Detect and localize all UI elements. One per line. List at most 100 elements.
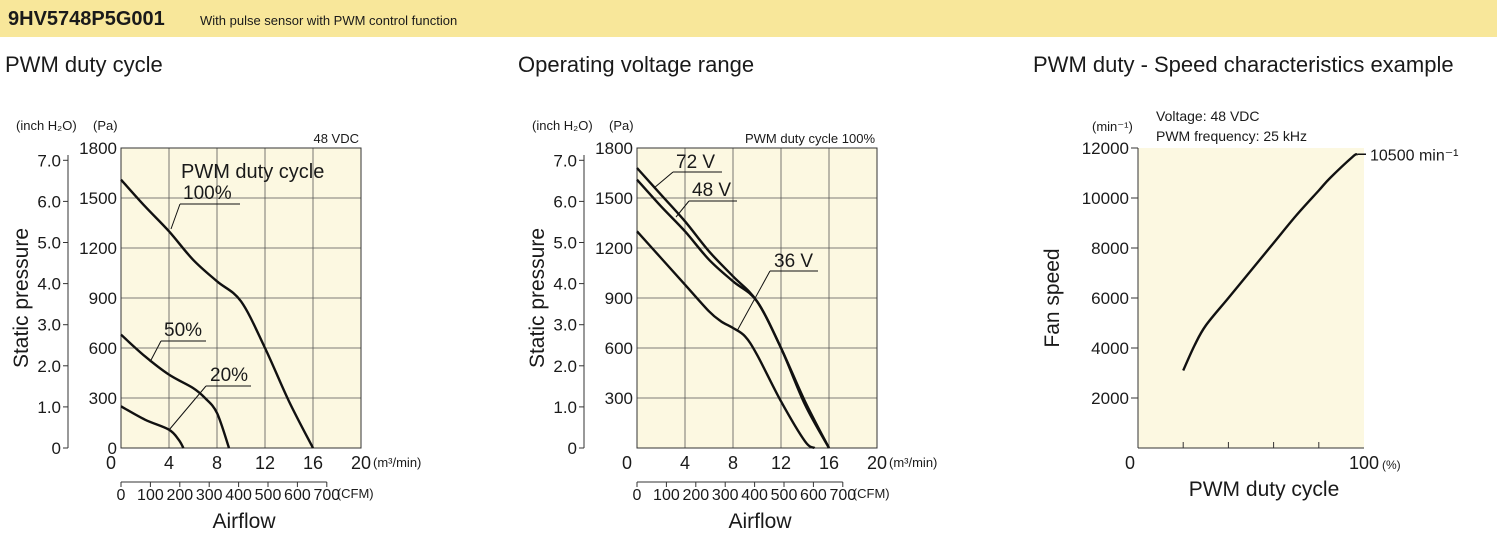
c1-xtick-cfm: 400 [225, 487, 252, 504]
c1-ytick-inch: 4.0 [37, 275, 61, 294]
pwm-duty-cycle-chart: 0 300 600 900 1200 1500 1800 0 1.0 2.0 3.0 4.0 5.0 6.… [10, 118, 421, 533]
c2-xlabel: Airflow [728, 510, 792, 533]
c2-series-48v-line [636, 178, 831, 449]
c2-xtick-cfm: 500 [771, 487, 798, 504]
c3-end-label: 10500 min⁻¹ [1370, 147, 1459, 164]
c3-ytick: 12000 [1082, 139, 1129, 158]
c2-ylabel: Static pressure [526, 228, 549, 368]
c1-leader-line [170, 203, 181, 230]
c1-xtick-cfm: 200 [166, 487, 193, 504]
c2-leader-line [675, 200, 690, 218]
c3-condition-frequency: PWM frequency: 25 kHz [1156, 128, 1307, 144]
c2-ytick-pa: 1200 [595, 239, 633, 258]
c1-series-label: 20% [210, 365, 248, 386]
chart2-title: Operating voltage range [518, 52, 755, 77]
c2-xtick-m3: 4 [680, 453, 690, 473]
c1-x2-unit: (CFM) [337, 486, 374, 501]
c1-ytick-pa: 1500 [79, 189, 117, 208]
model-number: 9HV5748P5G001 [8, 8, 165, 30]
c1-xtick-cfm: 100 [137, 487, 164, 504]
c3-xtick: 100 [1349, 453, 1379, 473]
c1-ytick-inch: 3.0 [37, 316, 61, 335]
c2-series-36v-line [636, 230, 816, 450]
c1-series-label: 50% [164, 320, 202, 341]
c1-series-100-line [120, 178, 315, 449]
c2-x-unit: (m³/min) [889, 455, 937, 470]
c3-y-unit: (min⁻¹) [1092, 119, 1133, 134]
c1-xtick-m3: 8 [212, 453, 222, 473]
c2-xtick-cfm: 200 [682, 487, 709, 504]
c2-xtick-cfm: 100 [653, 487, 680, 504]
c2-ytick-pa: 300 [605, 389, 633, 408]
c1-ytick-inch: 6.0 [37, 192, 61, 211]
c1-ylabel: Static pressure [10, 228, 33, 368]
c1-y-unit: (Pa) [93, 118, 118, 133]
c1-xtick-m3: 16 [303, 453, 323, 473]
c1-xtick-cfm: 300 [196, 487, 223, 504]
c2-ytick-inch: 5.0 [553, 234, 577, 253]
c3-ytick: 10000 [1082, 189, 1129, 208]
c1-x-unit: (m³/min) [373, 455, 421, 470]
c2-ytick-inch: 4.0 [553, 275, 577, 294]
c3-ytick: 6000 [1091, 289, 1129, 308]
c3-xlabel: PWM duty cycle [1189, 478, 1340, 501]
c1-xtick-cfm: 500 [255, 487, 282, 504]
c3-xtick: 0 [1125, 453, 1135, 473]
c1-ytick-pa: 600 [89, 339, 117, 358]
c2-ytick-pa: 1500 [595, 189, 633, 208]
c2-ytick-pa: 1800 [595, 139, 633, 158]
c1-ytick-pa: 1200 [79, 239, 117, 258]
c2-ytick-inch: 2.0 [553, 357, 577, 376]
chart3-title: PWM duty - Speed characteristics example [1033, 52, 1454, 77]
c2-plot-frame [636, 147, 878, 449]
header-bar: 9HV5748P5G001 With pulse sensor with PWM… [0, 0, 1497, 37]
c1-xlabel: Airflow [212, 510, 276, 533]
c2-series-label: 36 V [774, 251, 813, 272]
c2-leader-line [653, 171, 674, 189]
c2-series-label: 72 V [676, 152, 715, 173]
c1-ytick-pa: 1800 [79, 139, 117, 158]
c3-x-unit: (%) [1382, 458, 1401, 472]
c2-series-label: 48 V [692, 180, 731, 201]
c1-series-label: 100% [183, 183, 232, 204]
c1-xtick-cfm: 600 [284, 487, 311, 504]
c2-xtick-m3: 12 [771, 453, 791, 473]
c2-ytick-inch: 7.0 [553, 151, 577, 170]
c2-leader-line [736, 270, 771, 332]
c3-ytick: 4000 [1091, 339, 1129, 358]
c2-xtick-m3: 20 [867, 453, 887, 473]
c1-legend-heading: PWM duty cycle [181, 161, 324, 183]
c3-plot-area [1138, 148, 1364, 448]
c2-xtick-cfm: 0 [633, 487, 642, 504]
c1-ytick-pa: 300 [89, 389, 117, 408]
c2-y2-unit: (inch H₂O) [532, 118, 593, 133]
c1-leader-line [149, 340, 162, 363]
c2-ytick-inch: 1.0 [553, 398, 577, 417]
c3-speed-line [1182, 152, 1358, 371]
c1-ytick-pa: 0 [108, 439, 117, 458]
c2-ytick-inch: 3.0 [553, 316, 577, 335]
c1-xtick-m3: 0 [106, 453, 116, 473]
c1-ytick-inch: 5.0 [37, 234, 61, 253]
c1-series-50-line [120, 333, 231, 449]
c1-ytick-pa: 900 [89, 289, 117, 308]
model-description: With pulse sensor with PWM control funct… [200, 13, 458, 28]
chart1-title: PWM duty cycle [5, 52, 163, 77]
c2-xtick-cfm: 600 [800, 487, 827, 504]
c1-xtick-cfm: 700 [313, 487, 340, 504]
c3-ytick: 2000 [1091, 389, 1129, 408]
c2-xtick-cfm: 700 [829, 487, 856, 504]
c1-ytick-inch: 2.0 [37, 357, 61, 376]
c2-ytick-pa: 600 [605, 339, 633, 358]
c3-ytick: 8000 [1091, 239, 1129, 258]
c2-ytick-inch: 6.0 [553, 192, 577, 211]
c2-x2-unit: (CFM) [853, 486, 890, 501]
operating-voltage-range-chart: 30060090012001500180001.02.03.04.05.06.0… [526, 118, 937, 533]
c1-xtick-m3: 20 [351, 453, 371, 473]
c1-ytick-inch: 7.0 [37, 151, 61, 170]
c1-ytick-inch: 1.0 [37, 398, 61, 417]
c1-ytick-inch: 0 [52, 439, 61, 458]
c2-y-unit: (Pa) [609, 118, 634, 133]
c1-xtick-m3: 4 [164, 453, 174, 473]
c2-xtick-m3: 8 [728, 453, 738, 473]
